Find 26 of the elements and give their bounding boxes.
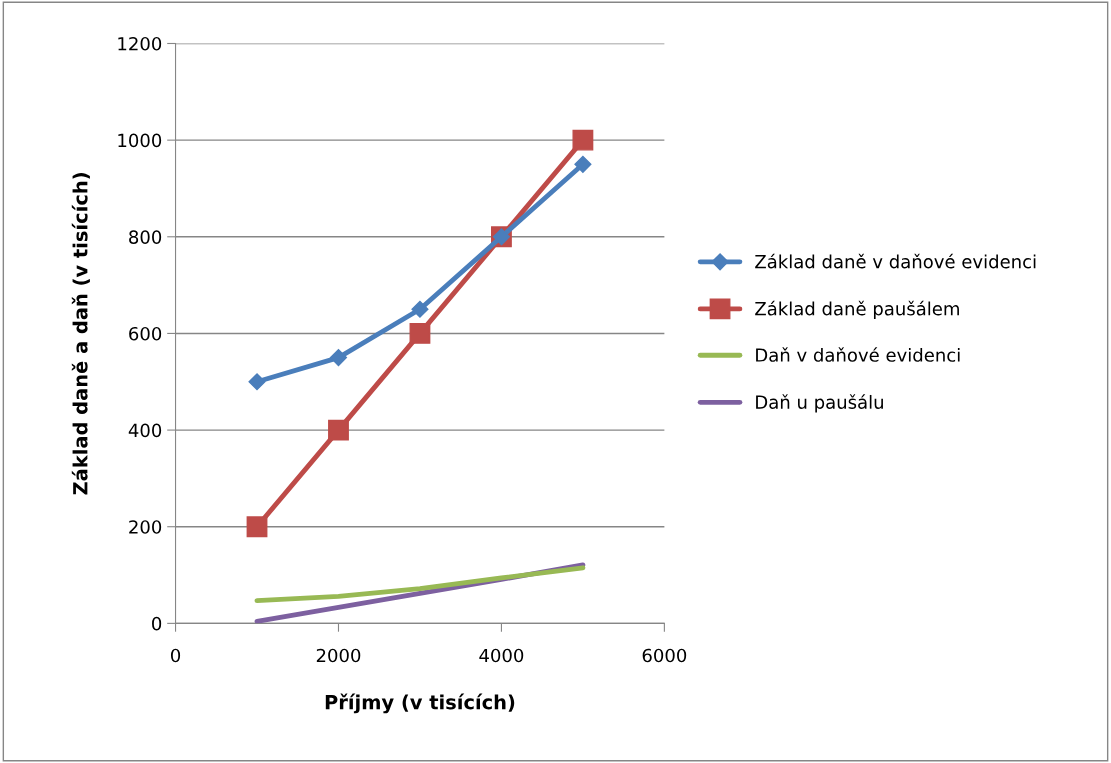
line-series: [254, 565, 586, 604]
y-tick-label: 400: [128, 423, 162, 438]
point: [328, 419, 349, 441]
x-axis-title: Příjmy (v tisících): [325, 693, 515, 714]
point: [411, 300, 429, 318]
point: [248, 373, 266, 391]
x-tick-label: 0: [170, 648, 181, 663]
legend-label: Základ daně paušálem: [755, 300, 959, 319]
point: [409, 323, 431, 344]
point: [572, 129, 594, 151]
legend-label: Daň u paušálu: [756, 394, 883, 413]
y-tick-label: 200: [129, 520, 162, 534]
y-axis-title: Základ daně a daň (v tisících): [71, 173, 90, 495]
x-tick-label: 4000: [479, 648, 524, 663]
legend-label: Základ daně v daňové evidenci: [755, 253, 1036, 269]
legend-label: Daň v daňové evidenci: [756, 347, 960, 362]
point: [246, 516, 268, 538]
x-tick-label: 2000: [316, 648, 361, 663]
y-tick-label: 1000: [118, 133, 162, 148]
y-tick-label: 0: [152, 616, 162, 631]
point: [574, 155, 592, 173]
x-tick-label: 6000: [642, 648, 687, 663]
y-tick-label: 600: [129, 326, 162, 341]
y-tick-label: 800: [129, 230, 162, 244]
point: [329, 349, 348, 367]
y-tick-label: 1200: [118, 36, 162, 51]
